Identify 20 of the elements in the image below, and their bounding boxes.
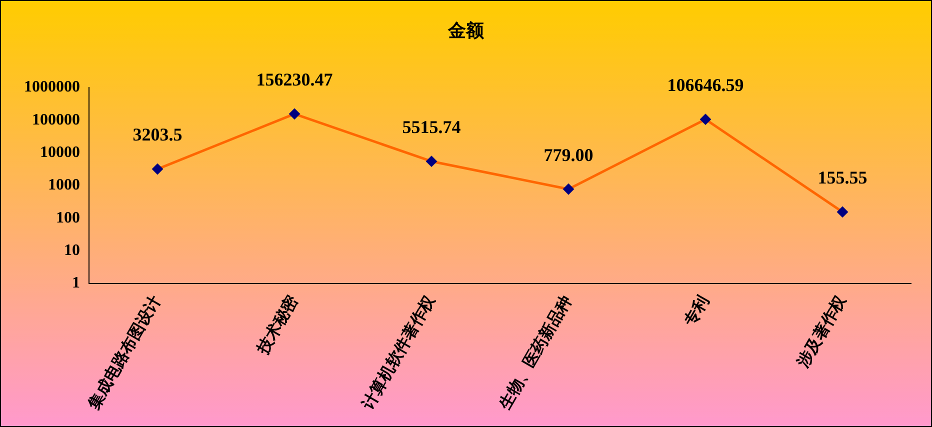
- x-tick-label: 生物、医药新品种: [495, 292, 576, 414]
- text: 779.00: [544, 144, 594, 165]
- text: 155.55: [818, 168, 868, 188]
- x-tick-label: 涉及著作权: [793, 292, 850, 372]
- x-tick-label: 集成电路布图设计: [84, 292, 165, 414]
- y-tick-label: 10: [64, 242, 80, 260]
- x-tick-label: 专利: [680, 292, 713, 330]
- text: 106646.59: [667, 75, 744, 95]
- y-tick-label: 1: [72, 274, 80, 292]
- x-tick-label: 技术秘密: [253, 292, 302, 358]
- text: 5515.74: [402, 117, 461, 138]
- y-tick-label: 100000: [32, 111, 80, 128]
- x-tick-label: 计算机软件著作权: [358, 292, 440, 414]
- y-tick-label: 1000000: [24, 78, 80, 96]
- y-tick-label: 10000: [40, 144, 80, 162]
- y-tick-label: 1000: [48, 176, 80, 194]
- y-tick-label: 100: [56, 209, 80, 226]
- text: 3203.5: [132, 124, 182, 145]
- chart-title: 金额: [447, 20, 485, 40]
- text: 156230.47: [256, 70, 333, 90]
